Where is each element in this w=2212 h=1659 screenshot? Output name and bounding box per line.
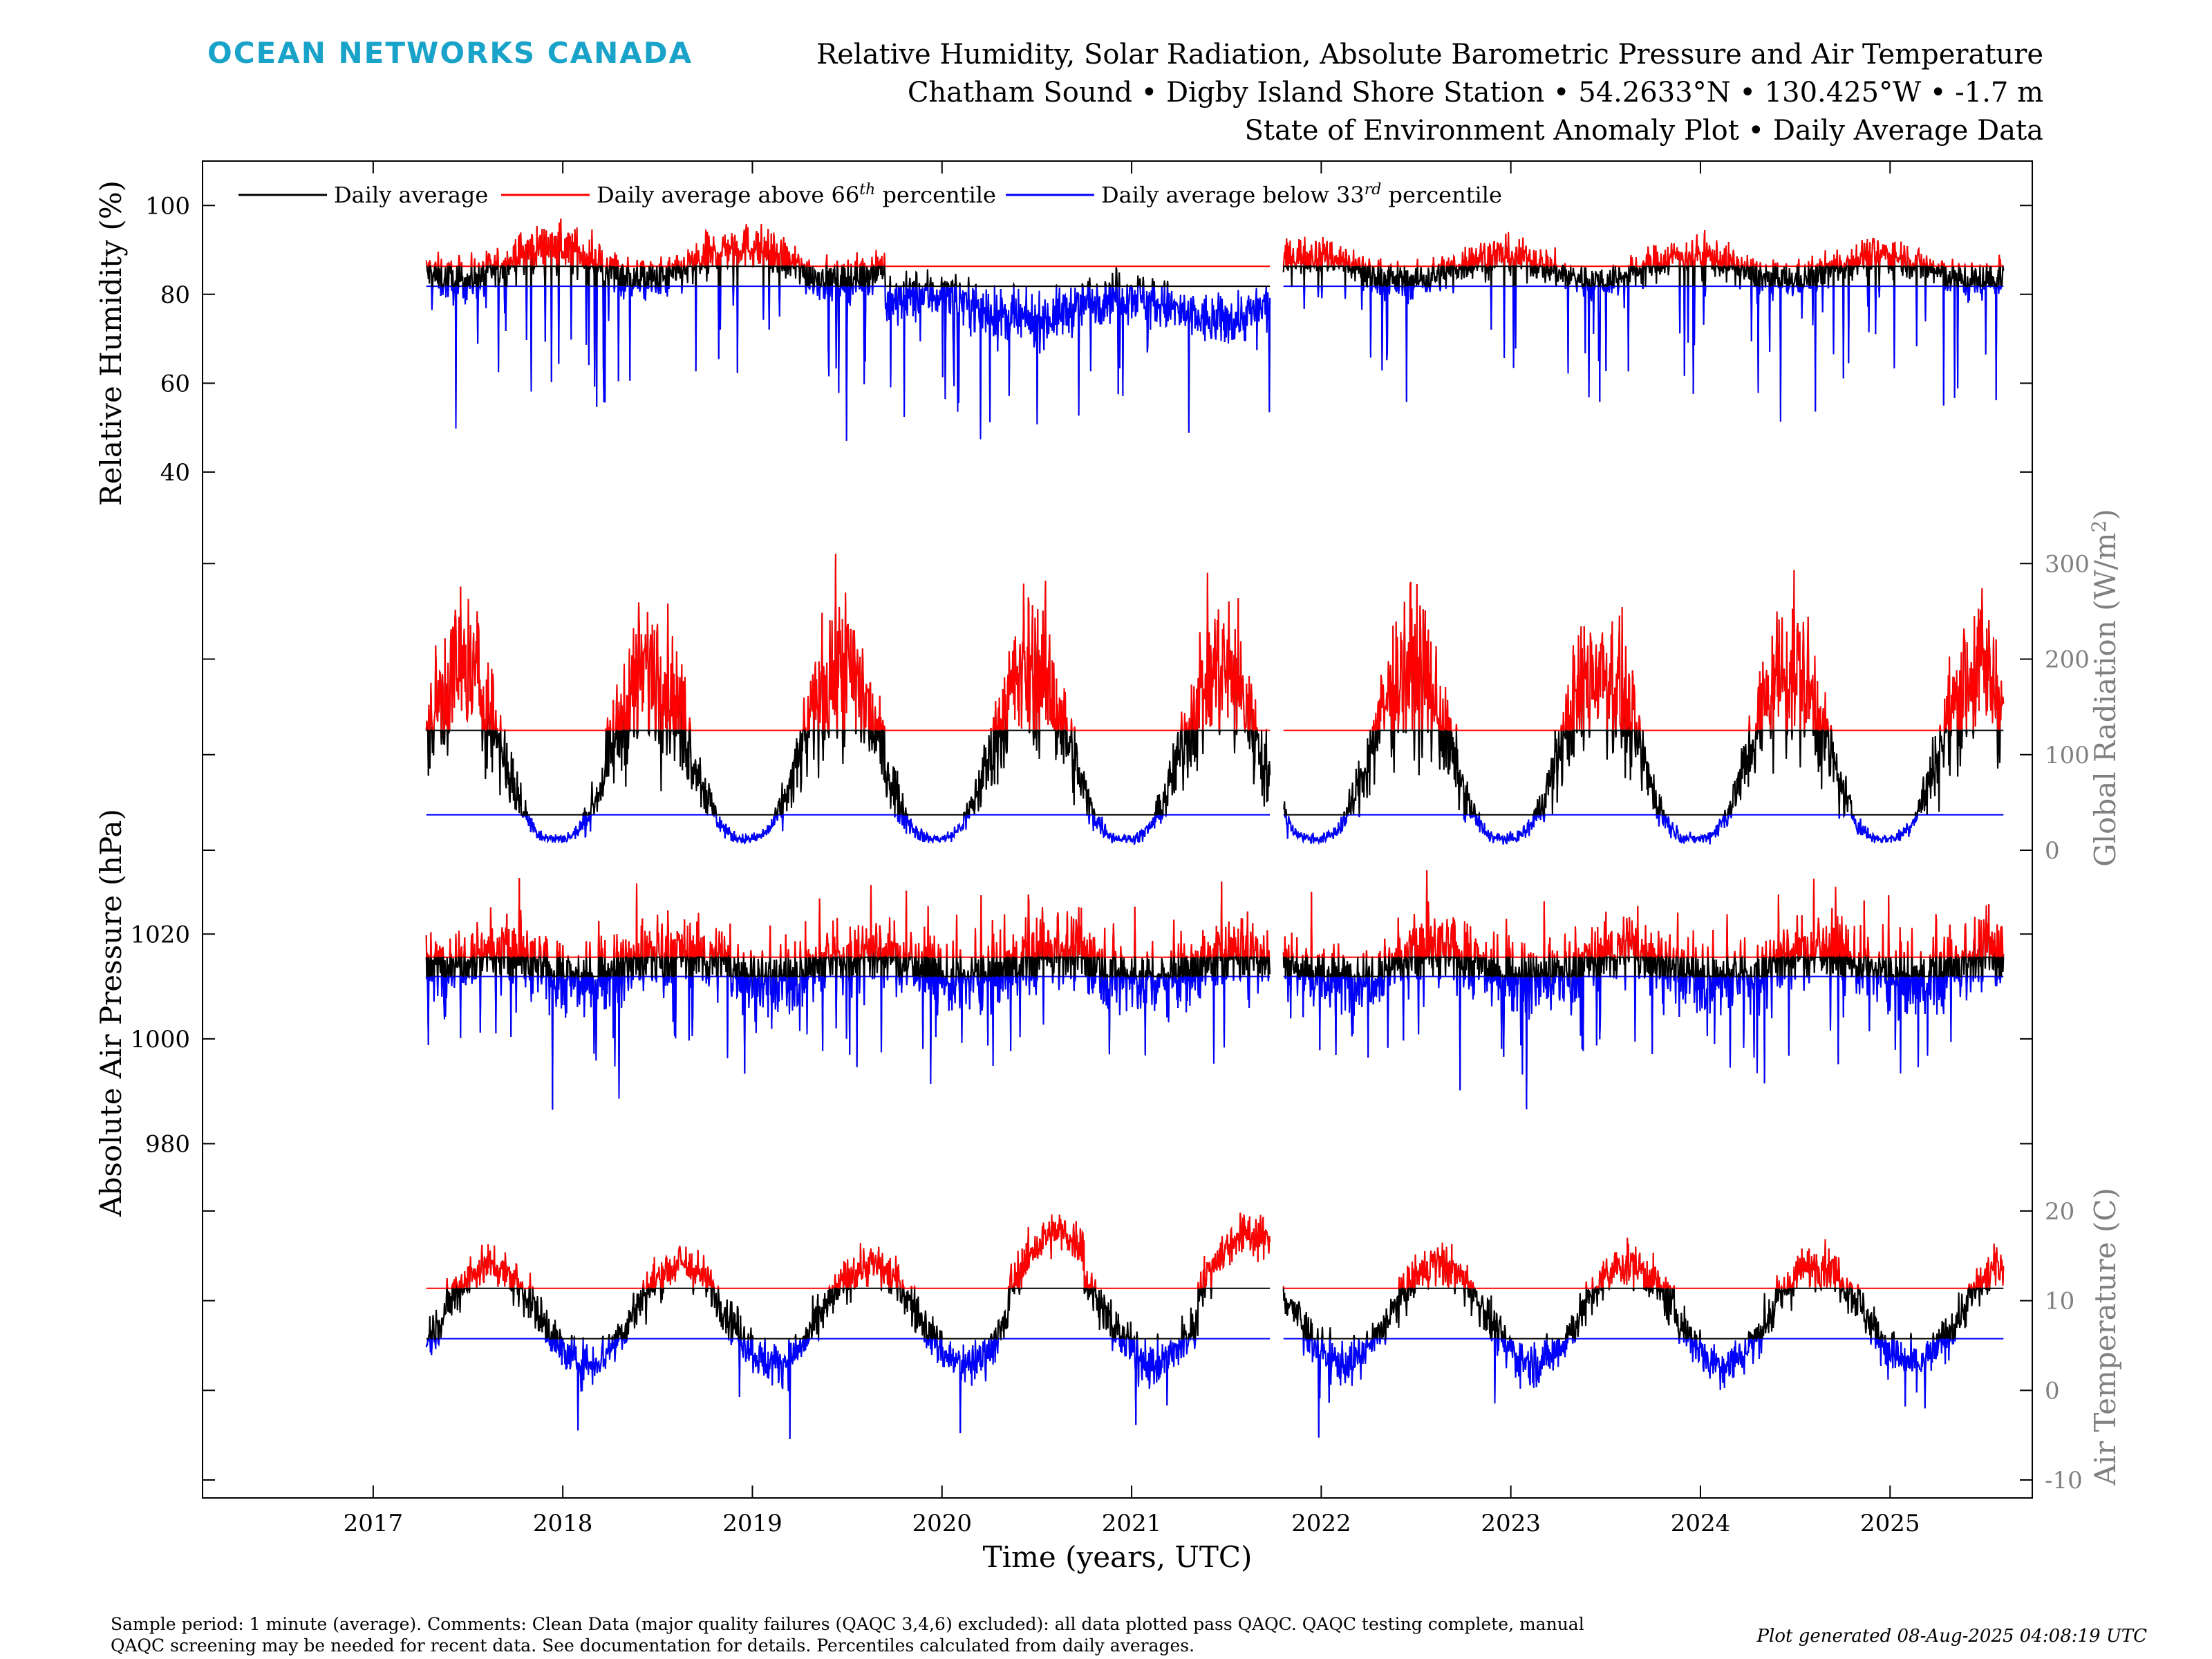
- series-average-core-temperature: [426, 1286, 2004, 1342]
- y-tick-label-radiation: 300: [2045, 550, 2090, 578]
- series-above-pressure: [425, 870, 2005, 960]
- series-average-core-humidity: [426, 263, 2005, 289]
- x-tick-label: 2018: [533, 1510, 593, 1537]
- x-tick-label: 2024: [1671, 1510, 1731, 1537]
- plot-frame: [202, 160, 2033, 1499]
- x-axis: 2017 2018 2019 2020 2021 2022 2023 2024 2025 Time…: [344, 161, 1920, 1574]
- footer-comment-line-2: QAQC screening may be needed for recent …: [111, 1635, 1195, 1656]
- x-tick-label: 2025: [1860, 1510, 1920, 1537]
- y-tick-label-temperature: -10: [2045, 1467, 2083, 1494]
- y-tick-label-radiation: 200: [2045, 646, 2090, 674]
- series-average-core-pressure: [425, 955, 2005, 980]
- series-below-radiation: [426, 812, 2004, 845]
- y-tick-label-pressure: 1000: [130, 1026, 190, 1053]
- chart-subtitle-location: Chatham Sound • Digby Island Shore Stati…: [907, 77, 2043, 109]
- series-above-radiation: [425, 554, 2005, 733]
- y-tick-label-radiation: 100: [2045, 742, 2090, 769]
- x-tick-label: 2021: [1102, 1510, 1162, 1537]
- y-tick-label-humidity: 40: [160, 459, 190, 487]
- panel-temperature: -10 0 10 20 Air Temperature (C): [203, 1188, 2122, 1494]
- legend-label-above: Daily average above 66th percentile: [597, 181, 996, 208]
- y-tick-label-pressure: 980: [145, 1131, 190, 1159]
- x-tick-label: 2023: [1481, 1510, 1541, 1537]
- legend: Daily average Daily average above 66th pe…: [238, 181, 1502, 208]
- x-tick-label: 2020: [912, 1510, 973, 1537]
- x-axis-label: Time (years, UTC): [983, 1540, 1253, 1574]
- x-tick-label: 2017: [344, 1510, 404, 1537]
- x-tick-label: 2022: [1291, 1510, 1351, 1537]
- series-below-temperature: [425, 1336, 2004, 1439]
- y-axis-label-temperature: Air Temperature (C): [2088, 1188, 2122, 1486]
- legend-label-below: Daily average below 33rd percentile: [1101, 181, 1502, 208]
- y-axis-label-radiation: Global Radiation (W/m2): [2088, 509, 2122, 867]
- y-tick-label-temperature: 20: [2045, 1198, 2074, 1226]
- chart-title: Relative Humidity, Solar Radiation, Abso…: [816, 39, 2043, 71]
- y-axis-label-pressure: Absolute Air Pressure (hPa): [94, 809, 128, 1217]
- brand-logo-text: OCEAN NETWORKS CANADA: [207, 36, 693, 70]
- y-tick-label-humidity: 100: [145, 192, 190, 220]
- chart-title-block: Relative Humidity, Solar Radiation, Abso…: [816, 36, 2043, 150]
- y-tick-label-temperature: 10: [2045, 1288, 2074, 1315]
- series-below-humidity: [426, 283, 2004, 441]
- series-above-temperature: [426, 1212, 2005, 1291]
- chart-subtitle-plot-type: State of Environment Anomaly Plot • Dail…: [1244, 115, 2043, 147]
- panel-humidity: 40 60 80 100 Relative Humidity (%): [94, 180, 2032, 506]
- footer-comment-line-1: Sample period: 1 minute (average). Comme…: [111, 1614, 1584, 1634]
- plot-generated-timestamp: Plot generated 08-Aug-2025 04:08:19 UTC: [1756, 1626, 2147, 1647]
- series-above-humidity: [425, 218, 2005, 269]
- y-axis-label-humidity: Relative Humidity (%): [94, 180, 128, 506]
- y-tick-label-pressure: 1020: [130, 921, 190, 948]
- y-tick-label-temperature: 0: [2045, 1377, 2060, 1405]
- y-tick-label-humidity: 60: [160, 370, 190, 397]
- series-below-pressure: [425, 973, 2004, 1110]
- legend-label-average: Daily average: [334, 182, 488, 208]
- series-average-core-radiation: [426, 727, 2004, 818]
- x-tick-label: 2019: [722, 1510, 782, 1537]
- y-tick-label-humidity: 80: [160, 281, 190, 309]
- y-tick-label-radiation: 0: [2045, 837, 2060, 865]
- footer-comments: Sample period: 1 minute (average). Comme…: [111, 1613, 1783, 1656]
